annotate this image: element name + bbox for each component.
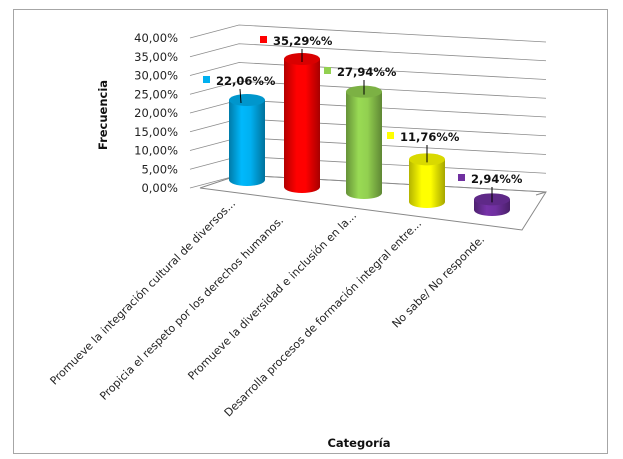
- bar-body: [346, 91, 382, 199]
- data-label: 35,29%%: [273, 34, 333, 48]
- data-label-marker: [458, 174, 465, 181]
- x-axis-title: Categoría: [327, 436, 390, 450]
- y-tick-label: 20,00%: [134, 106, 178, 120]
- bar-0: [229, 93, 265, 186]
- data-label: 22,06%%: [216, 74, 276, 88]
- y-tick-label: 25,00%: [134, 87, 178, 101]
- bar-top: [229, 93, 265, 106]
- gridline: [189, 43, 547, 62]
- bar-1: [284, 53, 320, 193]
- gridline: [189, 62, 547, 80]
- data-label-marker: [260, 36, 267, 43]
- data-label: 27,94%%: [337, 65, 397, 79]
- data-label: 2,94%%: [471, 172, 523, 186]
- bar-body: [229, 99, 265, 186]
- bar-2: [346, 85, 382, 199]
- y-tick-label: 0,00%: [141, 181, 178, 195]
- gridline: [189, 24, 547, 43]
- y-tick-label: 5,00%: [141, 162, 178, 176]
- data-label-marker: [387, 132, 394, 139]
- data-label-marker: [203, 76, 210, 83]
- bar-body: [284, 59, 320, 193]
- y-tick-label: 35,00%: [134, 50, 178, 64]
- y-tick-label: 30,00%: [134, 69, 178, 83]
- y-tick-label: 10,00%: [134, 144, 178, 158]
- data-label-marker: [324, 67, 331, 74]
- floor-edge: [535, 191, 547, 196]
- bar-body: [409, 159, 445, 208]
- leader-line: [239, 88, 242, 104]
- y-tick-label: 15,00%: [134, 125, 178, 139]
- gridline: [189, 80, 547, 99]
- y-axis-title: Frecuencia: [96, 80, 110, 150]
- y-tick-label: 40,00%: [134, 31, 178, 45]
- data-label: 11,76%%: [400, 130, 460, 144]
